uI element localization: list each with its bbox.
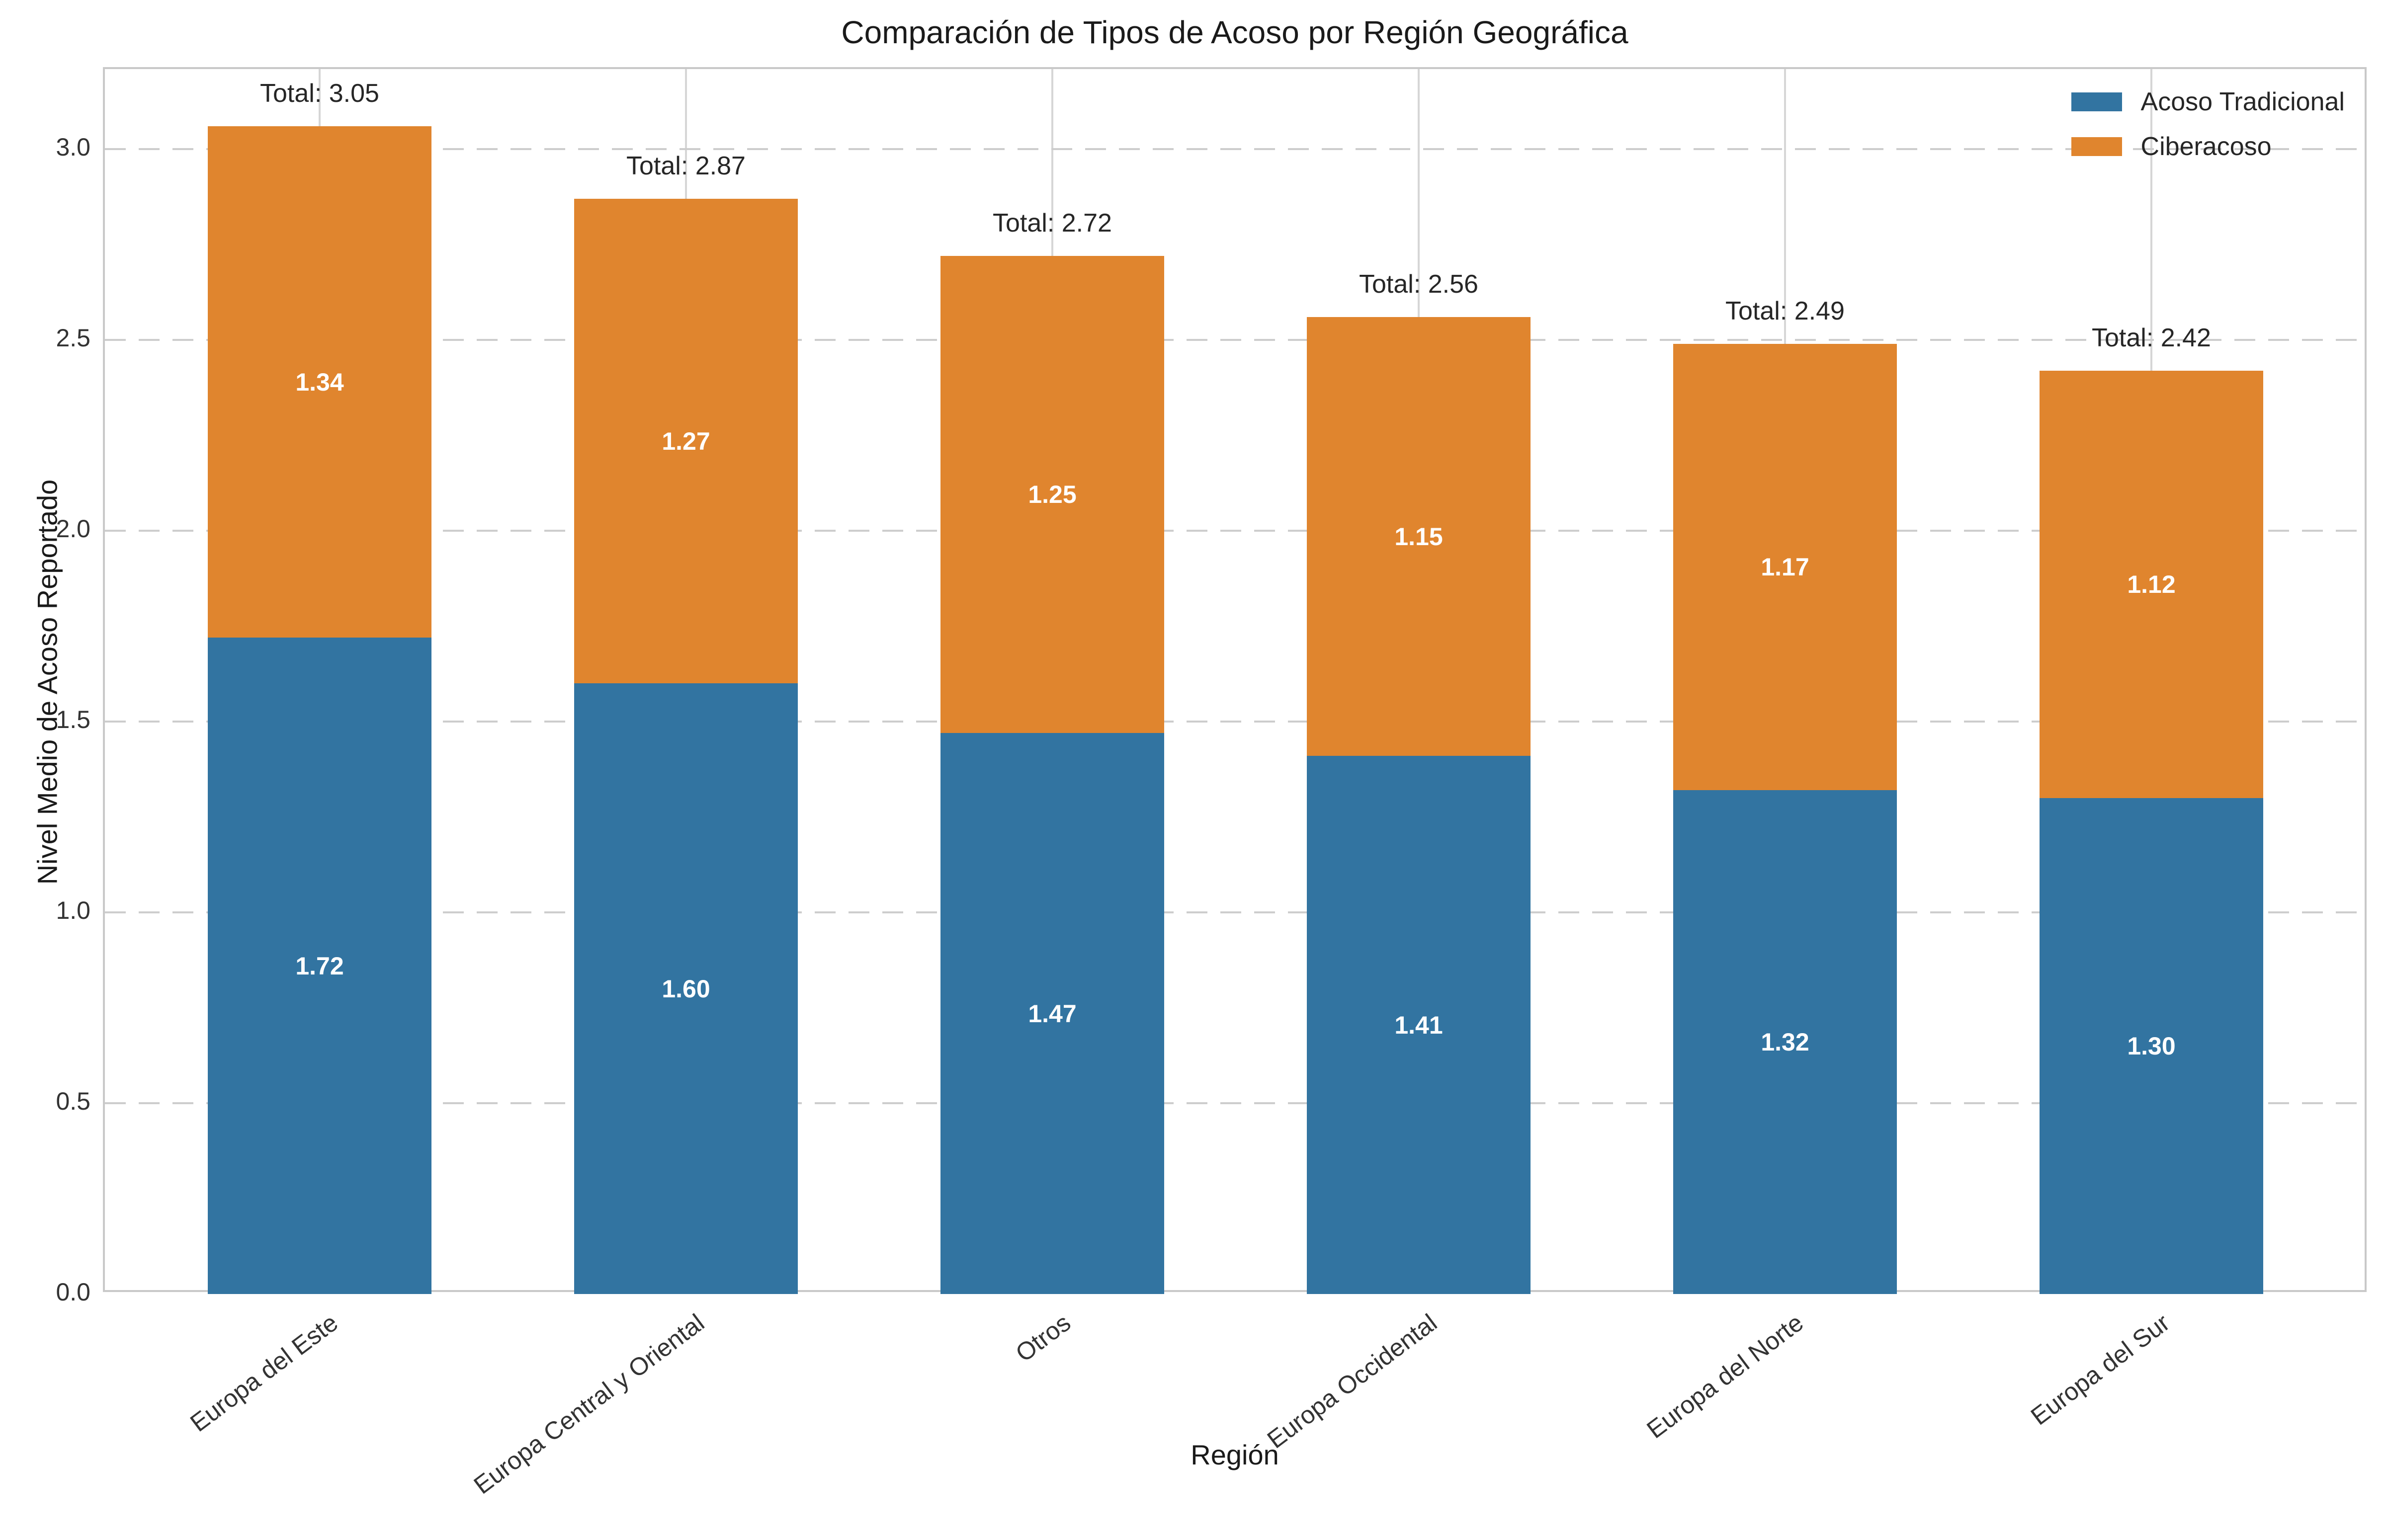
bar-segment-tradicional: [208, 638, 431, 1294]
total-label: Total: 2.72: [993, 209, 1112, 238]
h-gridline: [105, 339, 2365, 341]
bar-value-label: 1.72: [295, 952, 344, 980]
legend-swatch-acoso-tradicional: [2071, 92, 2122, 111]
legend-label: Ciberacoso: [2140, 132, 2272, 161]
bar-segment-tradicional: [940, 733, 1164, 1294]
h-gridline: [105, 1102, 2365, 1105]
bar-value-label: 1.27: [662, 427, 710, 455]
x-axis-title: Región: [1191, 1439, 1279, 1470]
bar-value-label: 1.60: [662, 974, 710, 1003]
y-tick-label: 2.0: [56, 515, 90, 543]
legend-label: Acoso Tradicional: [2140, 87, 2345, 116]
h-gridline: [105, 530, 2365, 532]
h-gridline: [105, 721, 2365, 723]
bar-value-label: 1.25: [1028, 481, 1077, 509]
y-tick-label: 3.0: [56, 133, 90, 162]
bar-segment-ciberacoso: [1307, 317, 1531, 756]
bar-value-label: 1.41: [1394, 1011, 1443, 1039]
bar-value-label: 1.17: [1761, 553, 1809, 581]
bar-segment-ciberacoso: [574, 199, 798, 684]
bar-value-label: 1.32: [1761, 1028, 1809, 1056]
bar-value-label: 1.12: [2127, 570, 2176, 598]
bar-value-label: 1.34: [295, 368, 344, 396]
h-gridline: [105, 148, 2365, 151]
total-label: Total: 2.87: [626, 152, 746, 181]
x-tick-label: Europa del Norte: [1641, 1308, 1809, 1444]
x-tick-label: Europa del Este: [185, 1308, 343, 1438]
bar-segment-ciberacoso: [2040, 370, 2263, 798]
figure: Comparación de Tipos de Acoso por Región…: [31, 14, 2367, 1500]
total-label: Total: 2.56: [1359, 270, 1478, 299]
y-tick-label: 1.0: [56, 896, 90, 925]
x-tick-label: Europa Occidental: [1262, 1308, 1443, 1454]
total-label: Total: 2.42: [2092, 323, 2211, 352]
h-gridline: [105, 911, 2365, 914]
legend: Acoso Tradicional Ciberacoso: [2071, 88, 2345, 161]
y-tick-label: 0.5: [56, 1087, 90, 1116]
bar-value-label: 1.30: [2127, 1032, 2176, 1060]
legend-item-ciberacoso: Ciberacoso: [2071, 133, 2345, 161]
bar-segment-ciberacoso: [208, 126, 431, 638]
bar-segment-ciberacoso: [1673, 343, 1897, 791]
legend-swatch-ciberacoso: [2071, 137, 2122, 156]
bar-value-label: 1.47: [1028, 999, 1077, 1028]
total-label: Total: 2.49: [1725, 296, 1845, 325]
y-tick-label: 0.0: [56, 1278, 90, 1306]
bar-segment-tradicional: [2040, 798, 2263, 1294]
bar-segment-tradicional: [1673, 790, 1897, 1294]
x-tick-label: Europa del Sur: [2026, 1308, 2175, 1431]
bar-segment-tradicional: [574, 683, 798, 1294]
chart-title: Comparación de Tipos de Acoso por Región…: [841, 14, 1628, 50]
total-label: Total: 3.05: [260, 79, 379, 108]
x-tick-label: Otros: [1010, 1308, 1076, 1368]
plot-area: 1.72 1.34 Total: 3.05 1.60 1.27 Total: 2.87 1.…: [103, 67, 2367, 1294]
bar-value-label: 1.15: [1394, 522, 1443, 551]
y-tick-label: 2.5: [56, 324, 90, 352]
bar-segment-ciberacoso: [940, 256, 1164, 733]
legend-item-acoso-tradicional: Acoso Tradicional: [2071, 88, 2345, 116]
y-tick-label: 1.5: [56, 706, 90, 734]
x-tick-label: Europa Central y Oriental: [468, 1308, 710, 1500]
bar-segment-tradicional: [1307, 756, 1531, 1294]
